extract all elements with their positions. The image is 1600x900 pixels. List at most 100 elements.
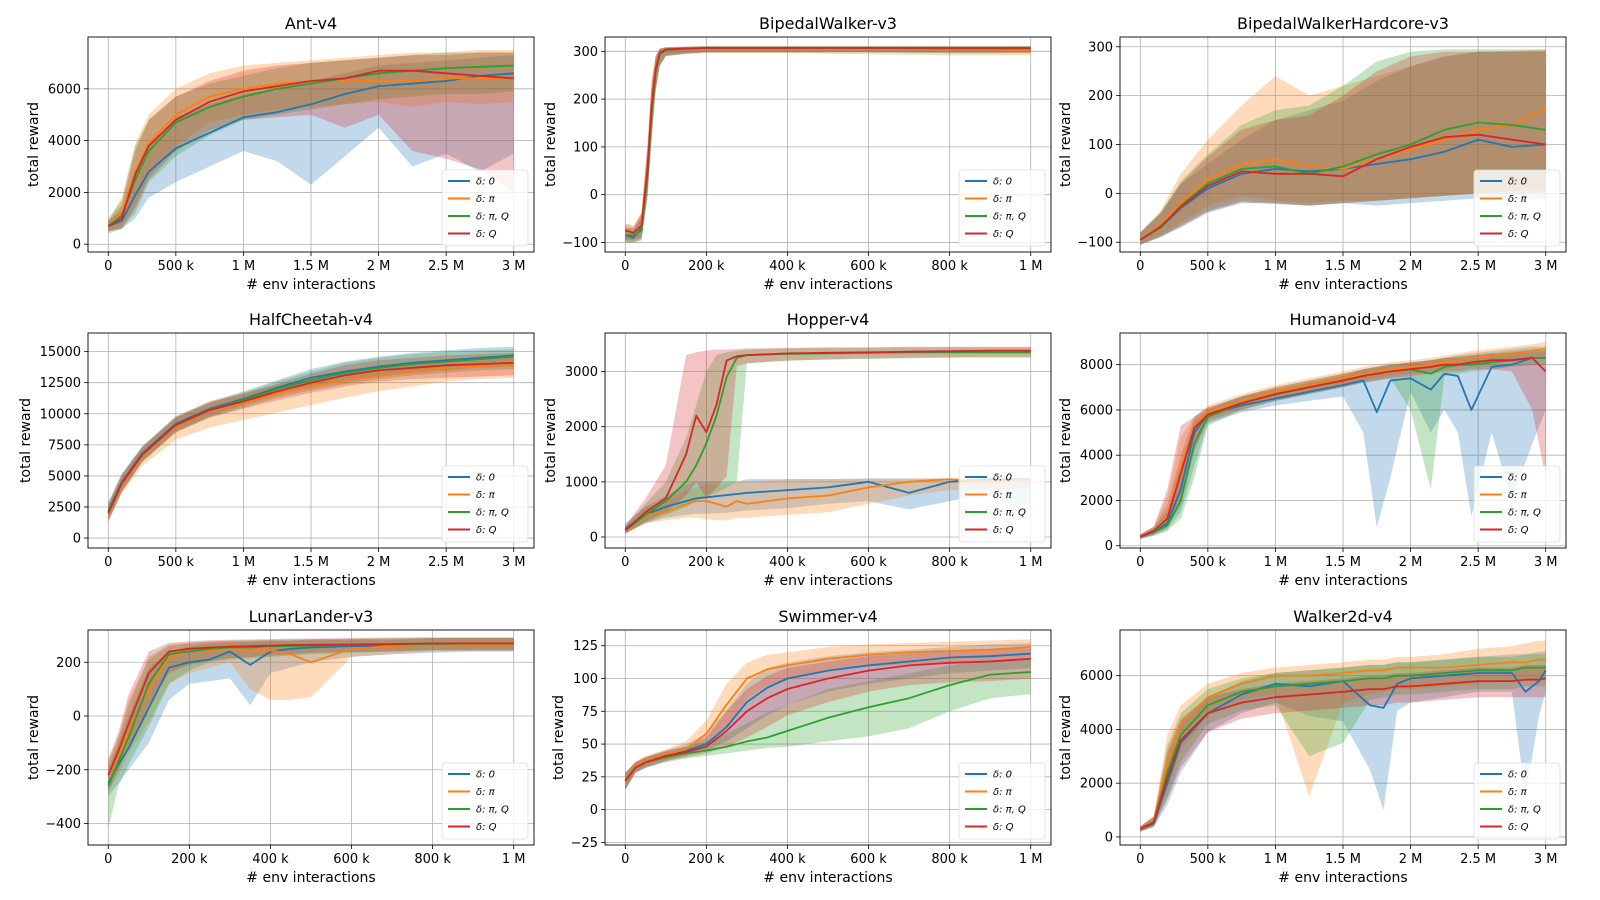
x-axis-label: # env interactions — [246, 277, 375, 293]
x-tick-label: 1.5 M — [293, 259, 329, 274]
y-axis-label: total reward — [26, 102, 42, 187]
y-tick-label: −400 — [45, 817, 81, 832]
series-line-3 — [107, 361, 514, 514]
legend-label: δ: π — [993, 194, 1013, 205]
subplot-title: LunarLander-v3 — [249, 607, 374, 626]
y-tick-label: 100 — [1088, 138, 1113, 153]
y-tick-label: 50 — [581, 738, 598, 753]
x-tick-label: 2 M — [1399, 555, 1423, 570]
legend-label: δ: π — [476, 490, 496, 501]
x-tick-label: 2.5 M — [428, 555, 464, 570]
x-tick-label: 1 M — [502, 852, 526, 867]
x-tick-label: 1 M — [232, 259, 256, 274]
legend-label: δ: π — [1508, 194, 1528, 205]
legend-label: δ: π, Q — [476, 212, 509, 223]
legend-label: δ: 0 — [1508, 473, 1527, 484]
legend: δ: 0 δ: π δ: π, Q δ: Q — [1473, 465, 1561, 543]
confidence-band-1 — [108, 355, 514, 522]
y-tick-label: 6000 — [1080, 669, 1113, 684]
x-tick-label: 500 k — [1190, 852, 1227, 867]
x-tick-label: 0 — [621, 555, 629, 570]
series-line-3 — [624, 349, 1031, 532]
y-tick-label: 5000 — [48, 469, 81, 484]
confidence-band-1 — [1140, 640, 1546, 832]
legend-label: δ: π, Q — [476, 508, 509, 519]
y-tick-label: 125 — [573, 639, 598, 654]
legend-label: δ: π — [476, 194, 496, 205]
confidence-band-2 — [1140, 49, 1546, 245]
x-tick-label: 600 k — [850, 852, 887, 867]
legend-label: δ: Q — [1508, 229, 1529, 240]
y-tick-label: 8000 — [1080, 358, 1113, 373]
legend-box — [1473, 465, 1561, 543]
x-tick-label: 200 k — [688, 555, 725, 570]
legend: δ: 0 δ: π δ: π, Q δ: Q — [1473, 762, 1561, 840]
legend-label: δ: Q — [993, 822, 1014, 833]
y-axis-label: total reward — [543, 102, 559, 187]
x-tick-label: 1 M — [1019, 852, 1043, 867]
legend-label: δ: Q — [993, 525, 1014, 536]
legend-label: δ: Q — [476, 229, 497, 240]
confidence-band-0 — [108, 55, 514, 232]
legend: δ: 0 δ: π δ: π, Q δ: Q — [958, 762, 1046, 840]
x-tick-label: 2.5 M — [1460, 259, 1496, 274]
x-tick-label: 200 k — [688, 259, 725, 274]
confidence-band-1 — [625, 639, 1031, 790]
x-axis-label: # env interactions — [763, 870, 892, 886]
x-tick-label: 0 — [621, 852, 629, 867]
y-tick-label: 0 — [73, 238, 81, 253]
x-tick-label: 400 k — [769, 259, 806, 274]
x-tick-label: 3 M — [1534, 555, 1558, 570]
legend-label: δ: Q — [1508, 525, 1529, 536]
y-axis-label: total reward — [1058, 102, 1074, 187]
y-axis-label: total reward — [26, 695, 42, 780]
subplot-3: 0 500 k 1 M 1.5 M 2 M 2.5 M 3 M 0 2500 5000 7500 10… — [18, 310, 535, 589]
confidence-band-3 — [1140, 351, 1546, 539]
x-tick-label: 1 M — [1019, 555, 1043, 570]
y-axis-label: total reward — [543, 398, 559, 483]
series-line-1 — [1139, 347, 1546, 538]
x-tick-label: 800 k — [931, 259, 968, 274]
y-tick-label: 1000 — [565, 475, 598, 490]
y-tick-label: 200 — [56, 656, 81, 671]
legend-label: δ: Q — [476, 822, 497, 833]
y-tick-label: 2000 — [48, 186, 81, 201]
subplot-1: 0 200 k 400 k 600 k 800 k 1 M −100 0 100 200 300 Bi… — [543, 14, 1052, 293]
x-tick-label: 0 — [104, 555, 112, 570]
legend-box — [1473, 762, 1561, 840]
x-tick-label: 1 M — [232, 555, 256, 570]
y-tick-label: 300 — [573, 45, 598, 60]
subplot-title: BipedalWalker-v3 — [759, 14, 897, 33]
subplot-title: BipedalWalkerHardcore-v3 — [1237, 14, 1449, 33]
subplot-2: 0 500 k 1 M 1.5 M 2 M 2.5 M 3 M −100 0 100 200 300 B… — [1058, 14, 1567, 293]
confidence-band-3 — [625, 346, 1031, 534]
y-tick-label: 0 — [590, 188, 598, 203]
subplot-7: 0 200 k 400 k 600 k 800 k 1 M −25 0 25 50 75 100 125… — [551, 607, 1052, 886]
y-tick-label: 12500 — [40, 376, 81, 391]
series-line-3 — [107, 642, 514, 776]
x-tick-label: 200 k — [171, 852, 208, 867]
x-axis-label: # env interactions — [763, 573, 892, 589]
y-tick-label: 0 — [590, 803, 598, 818]
x-tick-label: 500 k — [158, 555, 195, 570]
y-tick-label: 100 — [573, 672, 598, 687]
plot-area — [1139, 342, 1547, 539]
legend: δ: 0 δ: π δ: π, Q δ: Q — [1473, 169, 1561, 247]
series-line-2 — [1139, 121, 1546, 241]
confidence-band-2 — [1140, 348, 1546, 539]
series-line-0 — [107, 72, 514, 227]
x-tick-label: 800 k — [931, 555, 968, 570]
y-tick-label: 4000 — [1080, 449, 1113, 464]
y-tick-label: 4000 — [1080, 723, 1113, 738]
y-tick-label: −100 — [1077, 236, 1113, 251]
x-axis-label: # env interactions — [1278, 870, 1407, 886]
legend: δ: 0 δ: π δ: π, Q δ: Q — [958, 169, 1046, 247]
plot-area — [107, 637, 514, 829]
y-tick-label: 10000 — [40, 407, 81, 422]
x-tick-label: 0 — [1136, 259, 1144, 274]
x-tick-label: 1.5 M — [1325, 259, 1361, 274]
x-axis-label: # env interactions — [1278, 277, 1407, 293]
x-tick-label: 0 — [104, 259, 112, 274]
x-tick-label: 1 M — [1019, 259, 1043, 274]
series-line-3 — [107, 69, 514, 227]
